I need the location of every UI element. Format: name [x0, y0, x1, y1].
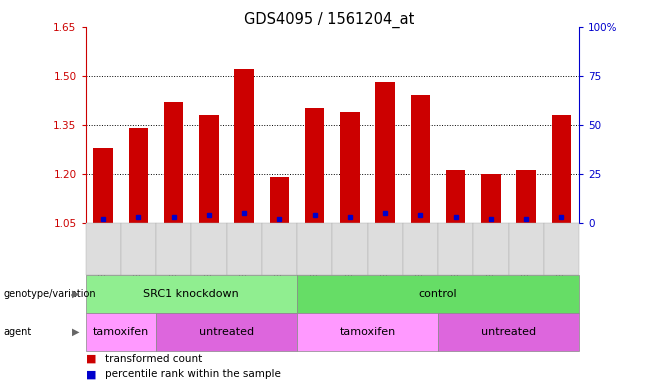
Text: untreated: untreated: [199, 327, 254, 337]
Bar: [446, 170, 465, 223]
Bar: [517, 170, 536, 223]
Bar: [340, 112, 360, 223]
Bar: [305, 109, 324, 223]
Bar: [234, 69, 254, 223]
Bar: [411, 95, 430, 223]
Text: tamoxifen: tamoxifen: [340, 327, 395, 337]
Bar: [551, 115, 571, 223]
Text: genotype/variation: genotype/variation: [3, 289, 96, 299]
Text: tamoxifen: tamoxifen: [93, 327, 149, 337]
Text: agent: agent: [3, 327, 32, 337]
Text: untreated: untreated: [481, 327, 536, 337]
Text: ■: ■: [86, 354, 99, 364]
Bar: [164, 102, 184, 223]
Bar: [376, 82, 395, 223]
Text: transformed count: transformed count: [105, 354, 203, 364]
Bar: [481, 174, 501, 223]
Text: control: control: [418, 289, 457, 299]
Text: SRC1 knockdown: SRC1 knockdown: [143, 289, 239, 299]
Bar: [129, 128, 148, 223]
Text: ▶: ▶: [72, 327, 80, 337]
Text: percentile rank within the sample: percentile rank within the sample: [105, 369, 281, 379]
Bar: [93, 147, 113, 223]
Bar: [270, 177, 289, 223]
Text: ▶: ▶: [72, 289, 80, 299]
Bar: [199, 115, 218, 223]
Text: ■: ■: [86, 369, 99, 379]
Text: GDS4095 / 1561204_at: GDS4095 / 1561204_at: [244, 12, 414, 28]
